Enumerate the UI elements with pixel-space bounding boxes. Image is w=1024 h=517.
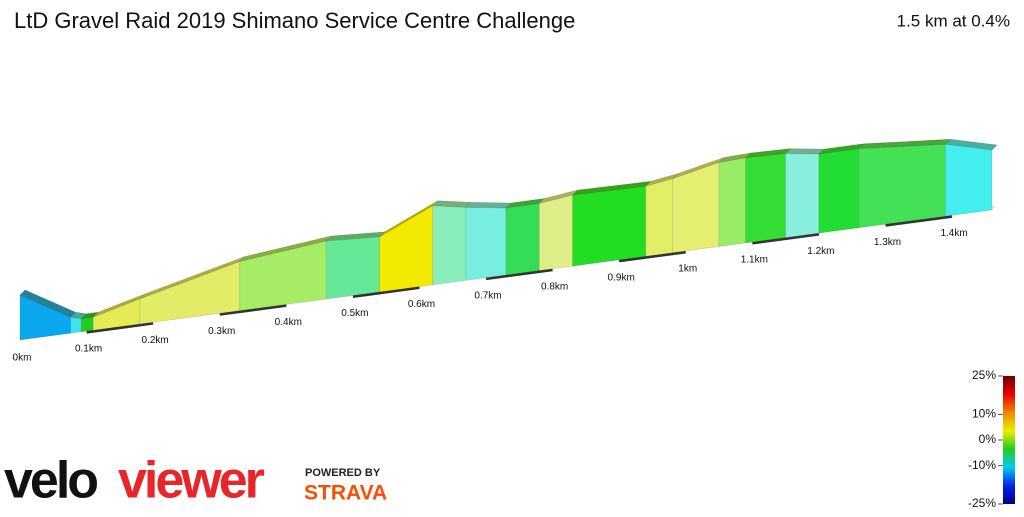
axis-bar [885,214,953,227]
powered-by: POWERED BY [305,467,381,479]
profile-top-shade [818,143,864,155]
profile-segment [745,153,786,244]
profile-top-shade [379,200,438,237]
logo-left: velo [4,452,97,510]
profile-segment [505,203,540,276]
x-tick-label: 0.8km [541,281,568,292]
profile-top-shade [70,312,87,319]
x-tick-label: 1.2km [807,246,834,257]
axis-bar [752,232,820,245]
chart-subtitle: 1.5 km at 0.4% [897,11,1010,30]
x-tick-label: 0.3km [208,326,235,337]
profile-segment [379,205,434,293]
profile-top-shade [139,256,245,299]
profile-top-shade [20,290,76,318]
x-tick-label: 1.4km [940,228,967,239]
profile-top-shade [239,236,332,262]
profile-top-shade [672,157,725,179]
profile-segment [572,185,647,267]
profile-segment [858,143,946,229]
axis-bar [618,250,686,263]
x-tick-label: 0.2km [142,335,169,346]
color-tick-label: 25% [972,368,996,382]
x-tick-label: 1.3km [874,237,901,248]
logo-right: viewer [118,452,265,510]
color-tick-label: -25% [968,496,996,510]
profile-segment [80,316,94,333]
x-tick-label: 0.9km [608,273,635,284]
profile-segment [945,143,993,217]
profile-top-shade [719,152,751,163]
x-tick-label: 0.4km [275,317,302,328]
profile-segment [538,194,573,271]
x-tick-label: 0km [13,353,32,364]
profile-segment [645,178,673,257]
profile-top-shade [93,293,145,318]
profile-top-shade [945,139,997,150]
x-tick-label: 1.1km [741,255,768,266]
x-tick-label: 0.5km [341,308,368,319]
profile-top-shade [432,200,472,208]
profile-segment [432,205,467,286]
profile-top-shade [466,202,511,208]
axis-bar [352,286,420,298]
x-tick-label: 0.6km [408,299,435,310]
profile-top [944,138,998,151]
profile-segment [718,157,747,247]
profile-top-shade [572,181,651,196]
color-bar [1003,376,1015,504]
profile-top-shade [785,148,824,155]
profile-top-shade [858,139,951,149]
profile-top-shade [745,148,791,158]
axis-bar [485,268,553,281]
x-tick-label: 0.1km [75,344,102,355]
strava-logo: STRAVA [304,482,387,505]
axis-bar [86,321,154,334]
profile-top-shade [326,231,385,242]
x-tick-label: 1km [678,264,697,275]
profile-segment [239,240,327,312]
chart-title: LtD Gravel Raid 2019 Shimano Service Cen… [14,8,575,33]
profile-top-shade [645,173,678,187]
x-tick-label: 0.7km [474,290,501,301]
profile-top-shade [506,198,545,208]
profile-top-shade [81,312,99,319]
profile-segment [70,316,82,334]
profile-segment [325,236,380,300]
profile-top-shade [539,190,578,204]
color-tick-label: 10% [972,407,996,421]
profile-segment [818,148,860,234]
color-tick-label: -10% [968,458,996,472]
profile-segment [672,162,720,254]
color-tick-label: 0% [979,432,997,446]
axis-bar [219,303,287,316]
profile-segment [465,206,507,281]
profile-segment [785,153,820,239]
